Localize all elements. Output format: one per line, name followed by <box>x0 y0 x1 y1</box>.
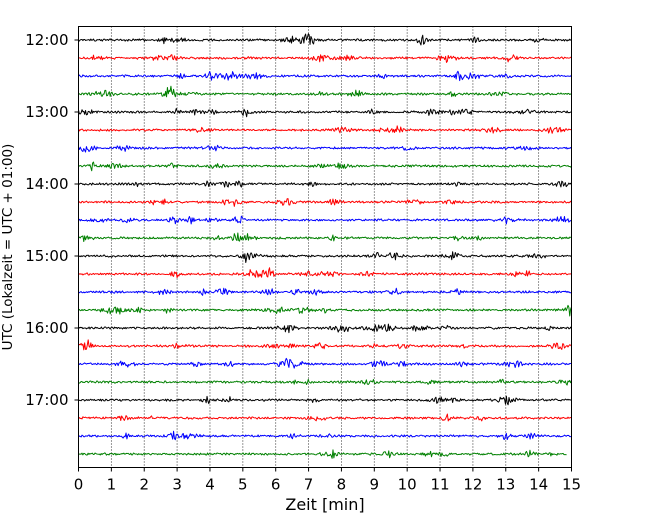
x-axis-ticks: 0 1 2 3 4 5 6 7 8 9 10 11 12 13 14 15 <box>74 467 581 494</box>
trace-15:45 <box>78 304 572 317</box>
trace-17:45 <box>78 449 567 459</box>
y-axis-ticks: 12:00 13:00 14:00 15:00 16:00 17:00 <box>25 31 79 409</box>
y-tick-label: 17:00 <box>25 391 68 409</box>
trace-14:30 <box>78 215 572 225</box>
x-tick-label: 1 <box>107 476 117 494</box>
y-tick-label: 14:00 <box>25 175 68 193</box>
trace-13:30 <box>78 144 572 153</box>
trace-17:30 <box>78 430 572 441</box>
x-tick-label: 9 <box>370 476 380 494</box>
x-axis-label: Zeit [min] <box>285 495 364 514</box>
trace-12:15 <box>78 54 572 63</box>
x-tick-label: 6 <box>271 476 281 494</box>
y-tick-label: 13:00 <box>25 103 68 121</box>
y-tick-label: 16:00 <box>25 319 68 337</box>
trace-17:15 <box>78 413 572 422</box>
x-tick-label: 3 <box>172 476 182 494</box>
plot-frame <box>78 26 572 468</box>
x-tick-label: 11 <box>430 476 449 494</box>
x-tick-label: 8 <box>337 476 347 494</box>
trace-16:45 <box>78 378 572 386</box>
trace-13:00 <box>78 107 572 118</box>
trace-14:00 <box>78 180 572 188</box>
x-tick-label: 7 <box>304 476 314 494</box>
trace-13:45 <box>78 161 572 172</box>
trace-16:00 <box>78 323 572 334</box>
trace-14:15 <box>78 198 572 207</box>
trace-16:15 <box>78 339 572 351</box>
x-tick-label: 15 <box>562 476 581 494</box>
trace-15:30 <box>78 287 572 296</box>
trace-13:15 <box>78 125 572 134</box>
trace-15:15 <box>78 267 572 279</box>
trace-12:45 <box>78 85 572 98</box>
x-tick-label: 12 <box>463 476 482 494</box>
trace-12:30 <box>78 70 572 82</box>
y-tick-label: 12:00 <box>25 31 68 49</box>
x-tick-label: 14 <box>529 476 548 494</box>
trace-15:00 <box>78 251 572 263</box>
x-tick-label: 13 <box>496 476 515 494</box>
seismic-traces <box>78 33 572 459</box>
y-axis-label: UTC (Lokalzeit = UTC + 01:00) <box>0 144 16 351</box>
x-tick-label: 2 <box>139 476 149 494</box>
trace-17:00 <box>78 395 572 406</box>
y-tick-label: 15:00 <box>25 247 68 265</box>
trace-12:00 <box>78 33 572 46</box>
x-tick-label: 10 <box>398 476 417 494</box>
trace-16:30 <box>78 357 572 369</box>
x-tick-label: 0 <box>74 476 84 494</box>
x-tick-label: 4 <box>205 476 215 494</box>
trace-14:45 <box>78 232 572 243</box>
x-tick-label: 5 <box>238 476 248 494</box>
